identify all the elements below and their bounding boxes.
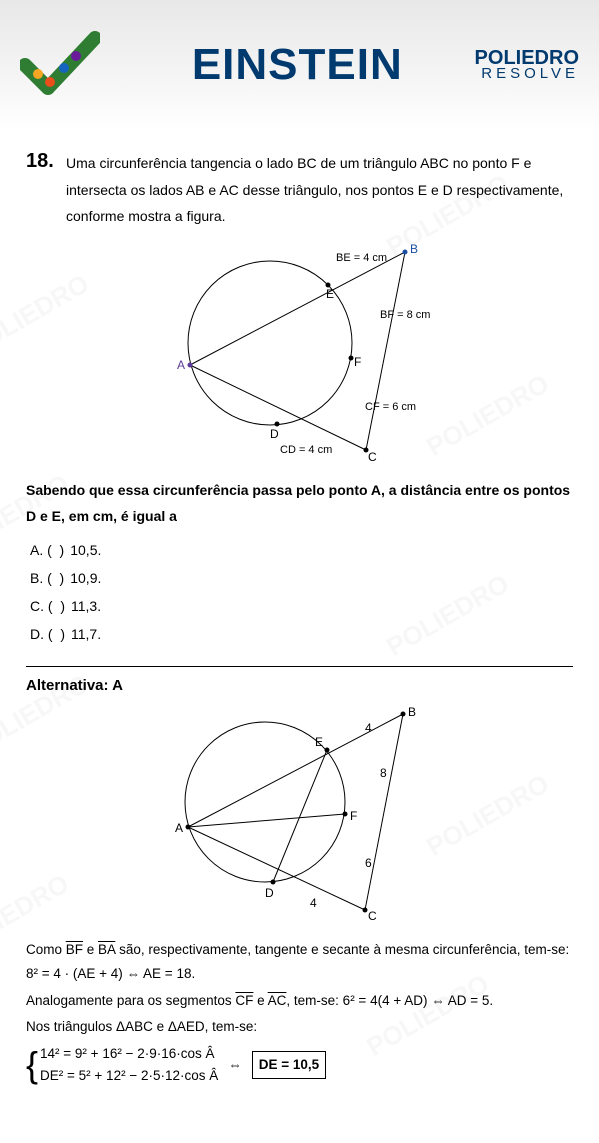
solution-p3: Nos triângulos ΔABC e ΔAED, tem-se: — [26, 1015, 573, 1039]
brand-bottom: RESOLVE — [475, 67, 579, 81]
fig2-label-E: E — [315, 735, 323, 749]
question-stem-2: Sabendo que essa circunferência passa pe… — [26, 477, 573, 530]
question-number: 18. — [26, 150, 60, 173]
fig2-label-D: D — [265, 886, 274, 900]
option-C-letter: C. ( ) — [30, 592, 65, 620]
fig1-measure-CD: CD = 4 cm — [280, 444, 332, 456]
fig2-label-F: F — [350, 809, 357, 823]
solution-p1: Como BF e BA são, respectivamente, tange… — [26, 938, 573, 987]
figure-2: A B C D E F 4 8 6 4 — [26, 702, 573, 922]
option-A-letter: A. ( ) — [30, 536, 64, 564]
fig1-measure-BF: BF = 8 cm — [380, 309, 430, 321]
figure-1: A B C D E F BE = 4 cm BF = 8 cm CF = 6 c… — [26, 238, 573, 463]
equation-1: 14² = 9² + 16² − 2·9·16·cos Â — [40, 1043, 218, 1065]
fig2-label-A: A — [175, 821, 183, 835]
equation-block: { 14² = 9² + 16² − 2·9·16·cos Â DE² = 5²… — [26, 1043, 573, 1086]
fig1-label-F: F — [354, 355, 361, 369]
option-B-text: 10,9. — [70, 564, 101, 592]
fig2-measure-CF: 6 — [365, 856, 372, 870]
option-D-letter: D. ( ) — [30, 620, 65, 648]
divider — [26, 666, 573, 667]
iff-symbol: ⇔ — [228, 1053, 242, 1077]
option-D-text: 11,7. — [71, 620, 101, 648]
fig1-label-A: A — [177, 358, 185, 372]
solution-p2: Analogamente para os segmentos CF e AC, … — [26, 989, 573, 1013]
question-stem: Uma circunferência tangencia o lado BC d… — [66, 150, 573, 230]
option-B: B. ( ) 10,9. — [30, 564, 573, 592]
option-A: A. ( ) 10,5. — [30, 536, 573, 564]
question-row: 18. Uma circunferência tangencia o lado … — [26, 150, 573, 230]
option-C-text: 11,3. — [71, 592, 101, 620]
fig1-label-D: D — [270, 427, 279, 441]
solution-text: Como BF e BA são, respectivamente, tange… — [26, 938, 573, 1086]
fig1-label-B: B — [410, 242, 418, 256]
brand-block: POLIEDRO RESOLVE — [475, 49, 579, 81]
brace-icon: { — [26, 1047, 38, 1083]
boxed-result: DE = 10,5 — [252, 1051, 326, 1079]
option-A-text: 10,5. — [70, 536, 101, 564]
fig2-label-C: C — [368, 909, 377, 922]
fig2-measure-BE: 4 — [365, 721, 372, 735]
content-area: 18. Uma circunferência tangencia o lado … — [0, 130, 599, 1116]
fig2-label-B: B — [408, 705, 416, 719]
brace-group: { 14² = 9² + 16² − 2·9·16·cos Â DE² = 5²… — [26, 1043, 218, 1086]
logo-check-icon — [20, 30, 100, 100]
option-B-letter: B. ( ) — [30, 564, 64, 592]
option-D: D. ( ) 11,7. — [30, 620, 573, 648]
fig2-measure-CD: 4 — [310, 896, 317, 910]
fig1-label-C: C — [368, 450, 377, 463]
fig1-measure-CF: CF = 6 cm — [365, 401, 416, 413]
options-list: A. ( ) 10,5. B. ( ) 10,9. C. ( ) 11,3. D… — [26, 536, 573, 648]
main-title: EINSTEIN — [120, 40, 475, 90]
fig1-label-E: E — [326, 287, 334, 301]
fig1-measure-BE: BE = 4 cm — [336, 252, 387, 264]
fig2-measure-BF: 8 — [380, 766, 387, 780]
option-C: C. ( ) 11,3. — [30, 592, 573, 620]
answer-label: Alternativa: A — [26, 677, 573, 694]
page-header: EINSTEIN POLIEDRO RESOLVE — [0, 0, 599, 130]
equation-2: DE² = 5² + 12² − 2·5·12·cos Â — [40, 1065, 218, 1087]
